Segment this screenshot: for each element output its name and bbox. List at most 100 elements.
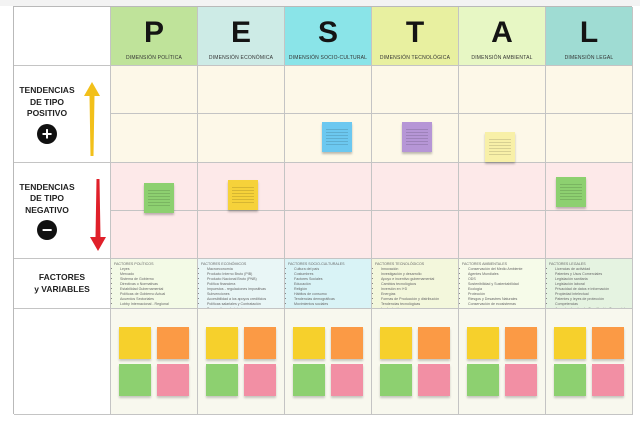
sticky-palette bbox=[285, 309, 372, 415]
negative-cell[interactable] bbox=[285, 211, 372, 259]
sticky-note-text bbox=[148, 188, 170, 208]
palette-sticky-note[interactable] bbox=[206, 327, 238, 359]
palette-sticky-note[interactable] bbox=[244, 327, 276, 359]
palette-sticky-note[interactable] bbox=[554, 327, 586, 359]
factors-list: FACTORES ECONÓMICOSMacroeconomíaProducto… bbox=[198, 259, 285, 309]
palette-sticky-note[interactable] bbox=[119, 327, 151, 359]
palette-sticky-note[interactable] bbox=[380, 364, 412, 396]
palette-sticky-note[interactable] bbox=[418, 327, 450, 359]
palette-sticky-note[interactable] bbox=[592, 327, 624, 359]
palette-sticky-note[interactable] bbox=[293, 327, 325, 359]
negative-trend-label: TENDENCIAS DE TIPO NEGATIVO bbox=[19, 182, 74, 216]
negative-cell[interactable] bbox=[111, 211, 198, 259]
sticky-note-text bbox=[560, 182, 582, 202]
palette-sticky-note[interactable] bbox=[554, 364, 586, 396]
palette-sticky-note[interactable] bbox=[293, 364, 325, 396]
factor-item: Política financiera bbox=[207, 282, 281, 287]
plus-icon: + bbox=[37, 123, 57, 144]
sticky-note[interactable] bbox=[485, 132, 515, 162]
label-line: TENDENCIAS bbox=[19, 181, 75, 192]
positive-cell[interactable] bbox=[111, 66, 198, 114]
negative-cell[interactable] bbox=[111, 163, 198, 213]
factors-title: FACTORES AMBIENTALES bbox=[462, 262, 507, 266]
factor-item: Cultura del país bbox=[294, 267, 368, 272]
factor-item: Accesibilidad a los apoyos crediticios bbox=[207, 297, 281, 302]
palette-sticky-note[interactable] bbox=[331, 327, 363, 359]
palette-sticky-note[interactable] bbox=[119, 364, 151, 396]
negative-cell[interactable] bbox=[285, 163, 372, 211]
sticky-note[interactable] bbox=[322, 122, 352, 152]
sticky-palette bbox=[111, 309, 198, 415]
factor-item: Legislación sanitaria bbox=[555, 277, 629, 282]
positive-cell[interactable] bbox=[459, 66, 546, 162]
factor-item: Energías bbox=[381, 292, 455, 297]
negative-cell[interactable] bbox=[198, 163, 285, 211]
factor-item: Protección bbox=[468, 292, 542, 297]
sticky-palette bbox=[198, 309, 285, 415]
factors-title: FACTORES ECONÓMICOS bbox=[201, 262, 247, 266]
palette-sticky-note[interactable] bbox=[467, 327, 499, 359]
factor-item: Educación bbox=[294, 282, 368, 287]
factor-item: Tendencias demográficas bbox=[294, 297, 368, 302]
factor-item: Competencias bbox=[555, 302, 629, 307]
dimension-label: DIMENSIÓN LEGAL bbox=[564, 55, 614, 61]
palette-sticky-note[interactable] bbox=[505, 327, 537, 359]
dimension-label: DIMENSIÓN POLÍTICA bbox=[125, 55, 183, 61]
header-legal: L DIMENSIÓN LEGAL bbox=[546, 7, 633, 66]
palette-sticky-note[interactable] bbox=[380, 327, 412, 359]
factors-title: FACTORES SOCIO-CULTURALES bbox=[288, 262, 345, 266]
positive-cell[interactable] bbox=[372, 66, 459, 152]
factors-list: FACTORES TECNOLÓGICOSInnovaciónInvestiga… bbox=[372, 259, 459, 309]
positive-cell[interactable] bbox=[546, 114, 633, 163]
negative-cell[interactable] bbox=[198, 211, 285, 259]
palette-sticky-note[interactable] bbox=[592, 364, 624, 396]
palette-sticky-note[interactable] bbox=[505, 364, 537, 396]
palette-sticky-note[interactable] bbox=[418, 364, 450, 396]
positive-cell[interactable] bbox=[198, 66, 285, 114]
negative-cell[interactable] bbox=[546, 211, 633, 259]
arrow-down-icon bbox=[90, 179, 106, 251]
sticky-note[interactable] bbox=[228, 180, 258, 210]
palette-sticky-note[interactable] bbox=[467, 364, 499, 396]
negative-cell[interactable] bbox=[459, 211, 546, 259]
arrow-up-icon bbox=[84, 82, 100, 156]
factors-items: LeyesMercadoSistema de GobiernoDirectiva… bbox=[114, 267, 194, 307]
palette-sticky-note[interactable] bbox=[157, 327, 189, 359]
negative-cell[interactable] bbox=[372, 211, 459, 259]
factor-item: Movimientos sociales bbox=[294, 302, 368, 307]
factors-items: Licencias de actividadPatentes y Usos Co… bbox=[549, 267, 629, 308]
palette-sticky-note[interactable] bbox=[331, 364, 363, 396]
negative-cell[interactable] bbox=[372, 163, 459, 211]
positive-cell[interactable] bbox=[111, 114, 198, 163]
factors-items: Conservación del Medio AmbienteAgentes M… bbox=[462, 267, 542, 307]
factor-item: Propiedad intelectual bbox=[555, 292, 629, 297]
letter-t: T bbox=[405, 16, 425, 49]
letter-e: E bbox=[230, 16, 251, 49]
factor-item: Agentes Mundiales bbox=[468, 272, 542, 277]
factors-items: MacroeconomíaProducto Interno Bruto (PIB… bbox=[201, 267, 281, 308]
factor-item: Políticas salariales y Contratación bbox=[207, 302, 281, 307]
label-line: POSITIVO bbox=[26, 108, 68, 119]
palette-sticky-note[interactable] bbox=[244, 364, 276, 396]
letter-l: L bbox=[579, 16, 599, 49]
palette-sticky-note[interactable] bbox=[206, 364, 238, 396]
sticky-note[interactable] bbox=[556, 177, 586, 207]
factor-item: Acuerdos Sectoriales bbox=[120, 297, 194, 302]
factors-label: FACTORES y VARIABLES bbox=[34, 272, 90, 295]
negative-cell[interactable] bbox=[546, 163, 633, 211]
factors-list: FACTORES LEGALESLicencias de actividadPa… bbox=[546, 259, 633, 309]
palette-sticky-note[interactable] bbox=[157, 364, 189, 396]
positive-cell[interactable] bbox=[198, 114, 285, 163]
factor-item: Inversión en I+D bbox=[381, 287, 455, 292]
pestal-grid: P DIMENSIÓN POLÍTICA E DIMENSIÓN ECONÓMICA… bbox=[14, 7, 633, 415]
factor-item: Costumbres bbox=[294, 272, 368, 277]
negative-cell[interactable] bbox=[459, 163, 546, 211]
factor-item: Macroeconomía bbox=[207, 267, 281, 272]
positive-cell[interactable] bbox=[285, 66, 372, 152]
positive-cell[interactable] bbox=[546, 66, 633, 114]
sticky-note[interactable] bbox=[144, 183, 174, 213]
sticky-note[interactable] bbox=[402, 122, 432, 152]
factor-item: Directivas o Normativas bbox=[120, 282, 194, 287]
palette-label-cell bbox=[14, 309, 111, 415]
positive-trend-label: TENDENCIAS DE TIPO POSITIVO bbox=[19, 85, 74, 119]
